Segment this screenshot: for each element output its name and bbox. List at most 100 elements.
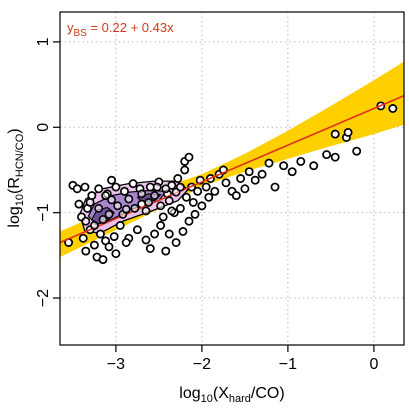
data-point <box>124 194 134 204</box>
data-point <box>343 127 353 137</box>
data-point <box>184 216 194 226</box>
data-point <box>141 206 151 216</box>
y-axis-label: log10(RHCN/CO) <box>6 128 26 227</box>
scatter-points-back <box>64 101 398 265</box>
data-point <box>85 198 95 207</box>
plot-frame <box>59 11 405 346</box>
data-point <box>231 191 241 201</box>
data-point <box>132 225 142 235</box>
data-point <box>388 104 398 113</box>
data-point <box>173 174 183 183</box>
data-point <box>270 182 280 192</box>
data-point <box>264 158 274 168</box>
data-point <box>80 182 90 192</box>
data-point <box>250 175 260 185</box>
data-point <box>145 244 155 253</box>
data-point <box>78 233 88 243</box>
data-point <box>164 196 174 206</box>
data-point <box>161 246 171 256</box>
x-tick-label: 0 <box>369 356 378 373</box>
data-point <box>178 226 188 236</box>
data-point <box>113 201 123 211</box>
fit-line <box>60 94 404 244</box>
data-point <box>352 146 362 156</box>
scatter-points-front <box>81 182 185 230</box>
data-point <box>72 184 82 194</box>
data-point <box>107 175 117 185</box>
fit-equation-label: yBS = 0.22 + 0.43x <box>67 20 174 39</box>
data-point <box>111 182 121 192</box>
data-point <box>279 161 289 171</box>
data-point <box>150 191 159 200</box>
data-point <box>210 186 220 196</box>
data-point <box>104 242 114 252</box>
data-point <box>175 182 185 192</box>
data-point <box>98 255 108 265</box>
data-point <box>322 150 332 160</box>
data-point <box>144 198 153 207</box>
data-point <box>156 221 166 230</box>
data-point <box>95 229 105 239</box>
data-point <box>121 238 131 247</box>
data-point <box>141 235 151 245</box>
data-point <box>181 192 191 202</box>
axis-ticks: −3 −2 −1 0 −2 −1 0 1 <box>35 37 378 373</box>
data-point <box>128 179 138 189</box>
data-point <box>111 249 121 259</box>
data-point <box>158 212 168 222</box>
y-tick-label: 1 <box>35 37 52 46</box>
x-tick-label: −1 <box>279 356 297 373</box>
x-tick-label: −3 <box>107 356 125 373</box>
data-point <box>130 203 140 213</box>
data-point <box>81 246 91 256</box>
data-point <box>89 240 99 250</box>
data-point <box>164 229 174 239</box>
data-point <box>330 152 340 162</box>
data-point <box>180 165 190 175</box>
data-point <box>156 201 166 211</box>
data-point <box>330 129 340 139</box>
data-point <box>171 238 181 247</box>
data-point <box>121 204 131 214</box>
data-point <box>94 184 104 194</box>
data-point <box>309 161 319 171</box>
data-point <box>90 221 99 230</box>
data-point <box>184 152 194 162</box>
y-tick-label: −2 <box>35 289 52 307</box>
data-point <box>115 221 125 230</box>
data-point <box>204 192 214 202</box>
data-point <box>94 203 104 213</box>
data-point <box>81 216 91 226</box>
data-point <box>161 184 171 194</box>
data-point <box>257 169 267 179</box>
data-point <box>104 209 114 219</box>
fit-line-layer <box>60 94 404 244</box>
data-point <box>109 232 119 242</box>
data-point <box>188 197 198 207</box>
data-point <box>137 189 147 199</box>
data-point <box>167 206 177 216</box>
y-tick-label: −1 <box>35 203 52 221</box>
data-point <box>152 182 162 192</box>
data-point <box>190 209 200 219</box>
data-point <box>150 229 160 239</box>
x-axis-label: log10(Xhard/CO) <box>179 385 284 405</box>
data-point <box>236 174 246 183</box>
data-point <box>197 201 207 211</box>
data-point <box>107 195 116 205</box>
data-point <box>240 184 250 194</box>
data-point <box>221 178 231 188</box>
data-point <box>101 191 110 200</box>
data-point <box>120 186 129 196</box>
data-point <box>287 167 297 177</box>
data-point <box>201 182 211 192</box>
data-point <box>175 203 185 213</box>
y-tick-label: 0 <box>35 123 52 132</box>
data-point <box>193 186 203 196</box>
data-point <box>74 199 84 209</box>
data-point <box>296 156 306 166</box>
data-point <box>98 215 108 224</box>
x-tick-label: −2 <box>193 356 211 373</box>
data-point <box>244 167 254 177</box>
